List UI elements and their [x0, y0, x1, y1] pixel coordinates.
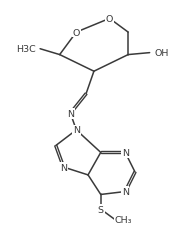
Text: N: N [122, 148, 129, 157]
Text: O: O [73, 28, 80, 37]
Text: N: N [122, 187, 129, 196]
Text: N: N [67, 109, 74, 118]
Text: N: N [60, 163, 67, 172]
Text: H3C: H3C [17, 45, 36, 54]
Text: S: S [98, 205, 104, 214]
Text: OH: OH [154, 49, 169, 58]
Text: N: N [73, 126, 80, 135]
Text: CH₃: CH₃ [115, 215, 132, 225]
Text: O: O [106, 15, 113, 24]
